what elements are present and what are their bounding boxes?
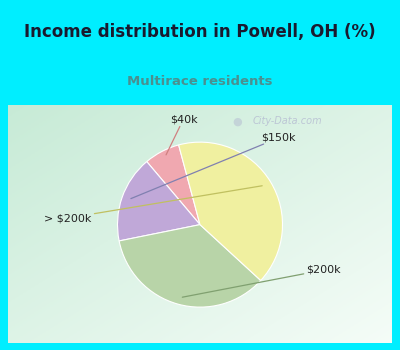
Text: $200k: $200k xyxy=(182,265,341,297)
Text: > $200k: > $200k xyxy=(44,186,262,223)
Wedge shape xyxy=(118,162,200,241)
Text: Multirace residents: Multirace residents xyxy=(127,75,273,89)
Text: Income distribution in Powell, OH (%): Income distribution in Powell, OH (%) xyxy=(24,22,376,41)
Text: $150k: $150k xyxy=(131,133,296,198)
Text: ●: ● xyxy=(233,116,242,126)
Wedge shape xyxy=(179,142,282,280)
Wedge shape xyxy=(119,225,261,307)
Wedge shape xyxy=(147,145,200,225)
Text: $40k: $40k xyxy=(166,114,197,155)
Text: City-Data.com: City-Data.com xyxy=(253,116,322,126)
